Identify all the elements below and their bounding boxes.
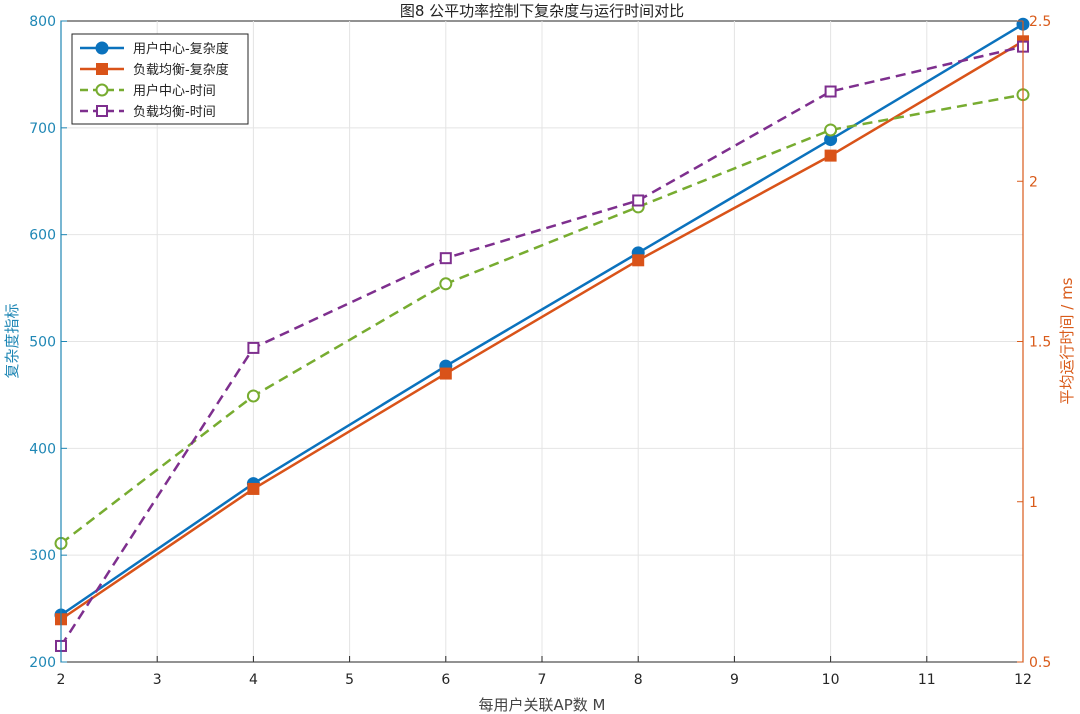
y-axis-right-label: 平均运行时间 / ms (1058, 277, 1076, 404)
data-point (632, 194, 645, 207)
y-left-tick-label: 600 (29, 228, 56, 244)
x-tick-label: 5 (345, 672, 354, 688)
x-tick-label: 10 (822, 672, 840, 688)
data-point (247, 482, 260, 495)
x-tick-label: 4 (249, 672, 258, 688)
legend-marker (96, 63, 108, 75)
legend-marker (95, 41, 109, 55)
data-point (246, 389, 260, 403)
legend-item: 用户中心-复杂度 (80, 41, 229, 57)
series-line (60, 23, 1024, 617)
legend-item: 用户中心-时间 (80, 83, 216, 99)
data-point (824, 85, 837, 98)
y-left-tick-label: 200 (29, 655, 56, 671)
legend-label: 负载均衡-复杂度 (133, 62, 229, 78)
x-tick-label: 8 (634, 672, 643, 688)
x-tick-label: 6 (441, 672, 450, 688)
y-right-tick-label: 0.5 (1029, 655, 1051, 671)
legend-marker (96, 105, 108, 117)
y-left-tick-label: 300 (29, 548, 56, 564)
data-point (439, 367, 452, 380)
y-right-tick-label: 2 (1029, 174, 1038, 190)
x-axis-label: 每用户关联AP数 M (478, 696, 605, 714)
axes-layer: 2 3 4 5 6 7 8 9 10 11 12 200 300 400 500 600 700 800 0.5 1 1… (29, 14, 1051, 688)
data-point (824, 123, 838, 137)
y-right-tick-label: 1 (1029, 495, 1038, 511)
y-left-tick-label: 400 (29, 441, 56, 457)
legend-item: 负载均衡-复杂度 (80, 62, 229, 78)
series-line (60, 40, 1024, 621)
legend-marker (95, 83, 109, 97)
legend-label: 用户中心-时间 (133, 83, 216, 99)
series-layer (54, 17, 1030, 652)
x-tick-label: 3 (153, 672, 162, 688)
legend-label: 负载均衡-时间 (133, 105, 216, 120)
data-point (439, 277, 453, 291)
y-right-tick-label: 2.5 (1029, 14, 1051, 30)
y-axis-left-label: 复杂度指标 (3, 303, 21, 378)
data-point (632, 254, 645, 267)
x-tick-label: 2 (57, 672, 66, 688)
y-left-tick-label: 500 (29, 335, 56, 351)
x-tick-label: 11 (918, 672, 936, 688)
data-point (247, 341, 260, 354)
y-right-tick-label: 1.5 (1029, 335, 1051, 351)
legend-label: 用户中心-复杂度 (133, 41, 229, 57)
data-point (824, 149, 837, 162)
data-point (439, 252, 452, 265)
grid-lines (61, 21, 1023, 662)
legend-item: 负载均衡-时间 (80, 105, 216, 120)
y-left-tick-label: 800 (29, 14, 56, 30)
x-tick-label: 9 (730, 672, 739, 688)
x-tick-label: 7 (538, 672, 547, 688)
series-line (59, 45, 1024, 647)
series-line (60, 93, 1024, 545)
y-left-tick-label: 700 (29, 121, 56, 137)
chart-title: 图8 公平功率控制下复杂度与运行时间对比 (400, 2, 684, 20)
x-tick-label: 12 (1014, 672, 1032, 688)
